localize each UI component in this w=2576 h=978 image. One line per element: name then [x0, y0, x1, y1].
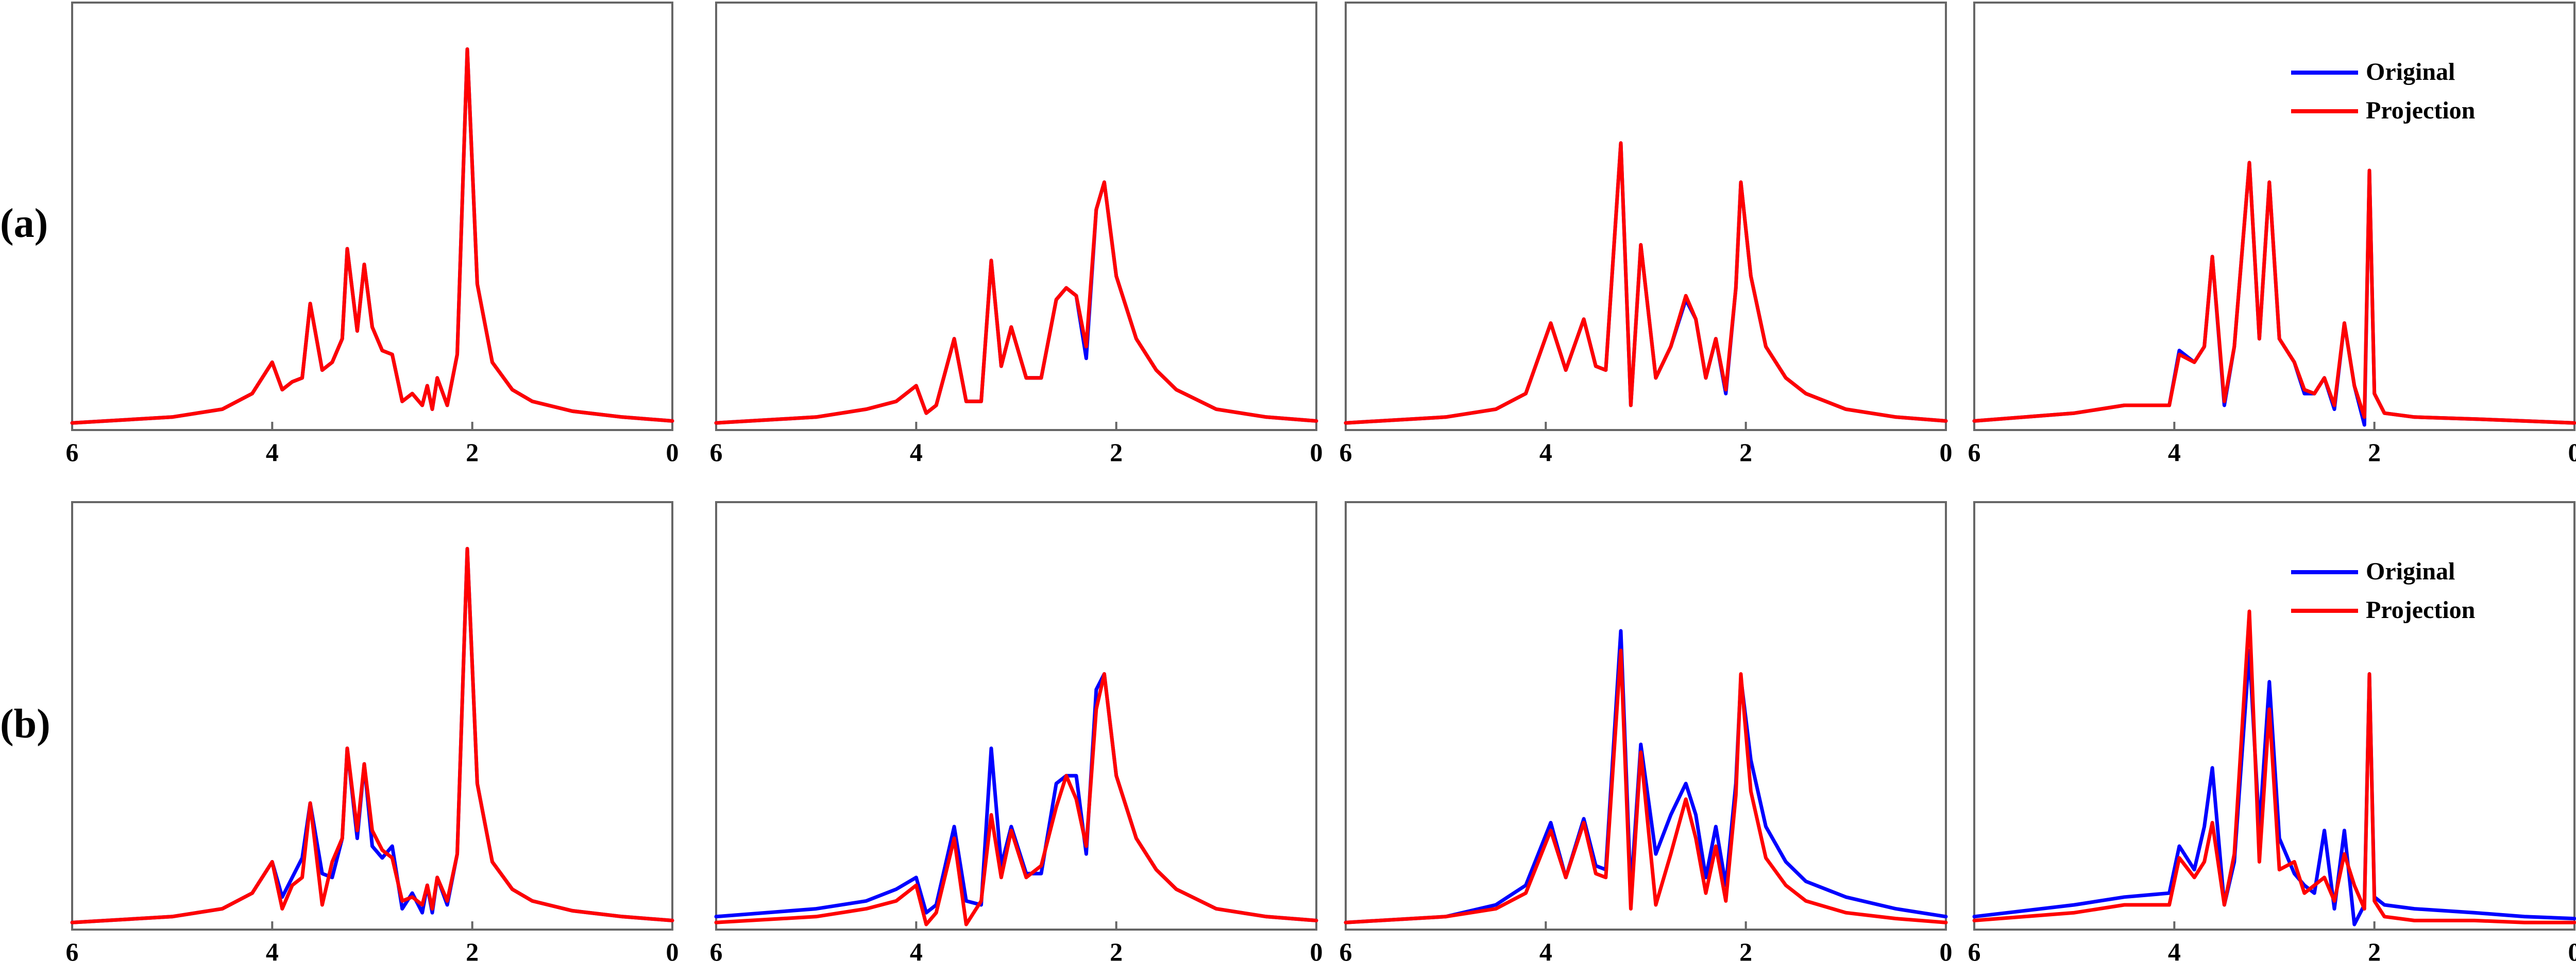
panel-b-3-x-tick-label: 2 — [1739, 937, 1752, 966]
panel-a-1-x-tick-label: 4 — [266, 438, 279, 467]
panel-b-2-x-tick-label: 0 — [1310, 937, 1323, 966]
panel-b-1-x-tick-label: 4 — [266, 937, 279, 966]
panel-a-4-legend-label-original: Original — [2366, 58, 2455, 85]
panel-a-3-x-tick-label: 0 — [1940, 438, 1953, 467]
panel-a-3-x-tick-label: 2 — [1739, 438, 1752, 467]
panel-a-4-x-tick-label: 2 — [2368, 438, 2381, 467]
panel-b-2: 6 4 2 0 — [710, 501, 1323, 966]
panel-b-1-axes-box — [71, 501, 673, 931]
panel-a-4-x-tick-label: 0 — [2568, 438, 2576, 467]
panel-a-2-series-projection — [714, 180, 1318, 425]
panel-b-4-legend-label-original: Original — [2366, 558, 2455, 585]
panel-b-3-series-projection — [1344, 648, 1948, 924]
panel-b-3-x-tick-label: 4 — [1539, 937, 1552, 966]
panel-b-2-x-tick-label: 4 — [910, 937, 923, 966]
panel-b-1-series-projection — [70, 546, 674, 924]
panel-a-2-x-tick-label: 2 — [1110, 438, 1123, 467]
panel-b-3-axes-box — [1345, 501, 1947, 931]
panel-a-4-x-tick-label: 4 — [2168, 438, 2181, 467]
panel-a-4-legend: Original Projection — [2291, 58, 2475, 124]
panel-a-3: 6 4 2 0 — [1340, 2, 1953, 467]
panel-b-4-x-tick-label: 2 — [2368, 937, 2381, 966]
panel-b-4-legend-label-projection: Projection — [2366, 596, 2475, 624]
panel-a-4-axes-box — [1973, 2, 2575, 431]
panel-a-4: 6 4 2 0 Original Projection — [1968, 2, 2576, 467]
panel-a-2-x-tick-label: 4 — [910, 438, 923, 467]
panel-a-1-axes-box — [71, 2, 673, 431]
panel-a-2-axes-box — [715, 2, 1317, 431]
panel-b-3-x-tick-label: 0 — [1940, 937, 1953, 966]
panel-a-2: 6 4 2 0 — [710, 2, 1323, 467]
panel-b-1: 6 4 2 0 — [66, 501, 679, 966]
panel-b-4-series-original — [1972, 648, 2576, 926]
panel-a-2-x-tick-label: 6 — [710, 438, 723, 467]
panel-b-4-x-tick-label: 6 — [1968, 937, 1981, 966]
panel-b-2-x-tick-label: 2 — [1110, 937, 1123, 966]
panel-a-4-series-projection — [1972, 161, 2576, 425]
panel-a-1-x-tick-label: 6 — [66, 438, 79, 467]
panel-b-4-axes-box — [1973, 501, 2575, 931]
panel-b-2-x-tick-label: 6 — [710, 937, 723, 966]
panel-b-2-series-projection — [714, 672, 1318, 926]
panel-b-4-x-tick-label: 0 — [2568, 937, 2576, 966]
panel-a-1-x-tick-label: 2 — [466, 438, 479, 467]
panel-a-1-x-tick-label: 0 — [666, 438, 679, 467]
panel-a-3-series-projection — [1344, 141, 1948, 425]
panel-b-3-x-tick-label: 6 — [1340, 937, 1352, 966]
panel-b-4-series-projection — [1972, 609, 2576, 924]
panel-b-1-x-tick-label: 6 — [66, 937, 79, 966]
panel-b-4-x-tick-label: 4 — [2168, 937, 2181, 966]
panel-b-4: 6 4 2 0 Original Projection — [1968, 501, 2576, 966]
panel-a-3-x-tick-label: 6 — [1340, 438, 1352, 467]
panel-b-2-axes-box — [715, 501, 1317, 931]
panel-a-3-x-tick-label: 4 — [1539, 438, 1552, 467]
panel-b-4-legend: Original Projection — [2291, 558, 2475, 624]
panel-a-4-legend-label-projection: Projection — [2366, 97, 2475, 124]
row-label-b: (b) — [0, 701, 50, 747]
panel-b-3: 6 4 2 0 — [1340, 501, 1953, 966]
panel-a-3-axes-box — [1345, 2, 1947, 431]
row-label-a: (a) — [0, 201, 48, 246]
panel-a-1-series-projection — [70, 47, 674, 425]
panel-b-1-x-tick-label: 0 — [666, 937, 679, 966]
panel-a-4-x-tick-label: 6 — [1968, 438, 1981, 467]
panel-a-2-x-tick-label: 0 — [1310, 438, 1323, 467]
panel-b-1-x-tick-label: 2 — [466, 937, 479, 966]
panel-a-1: 6 4 2 0 — [66, 2, 679, 467]
